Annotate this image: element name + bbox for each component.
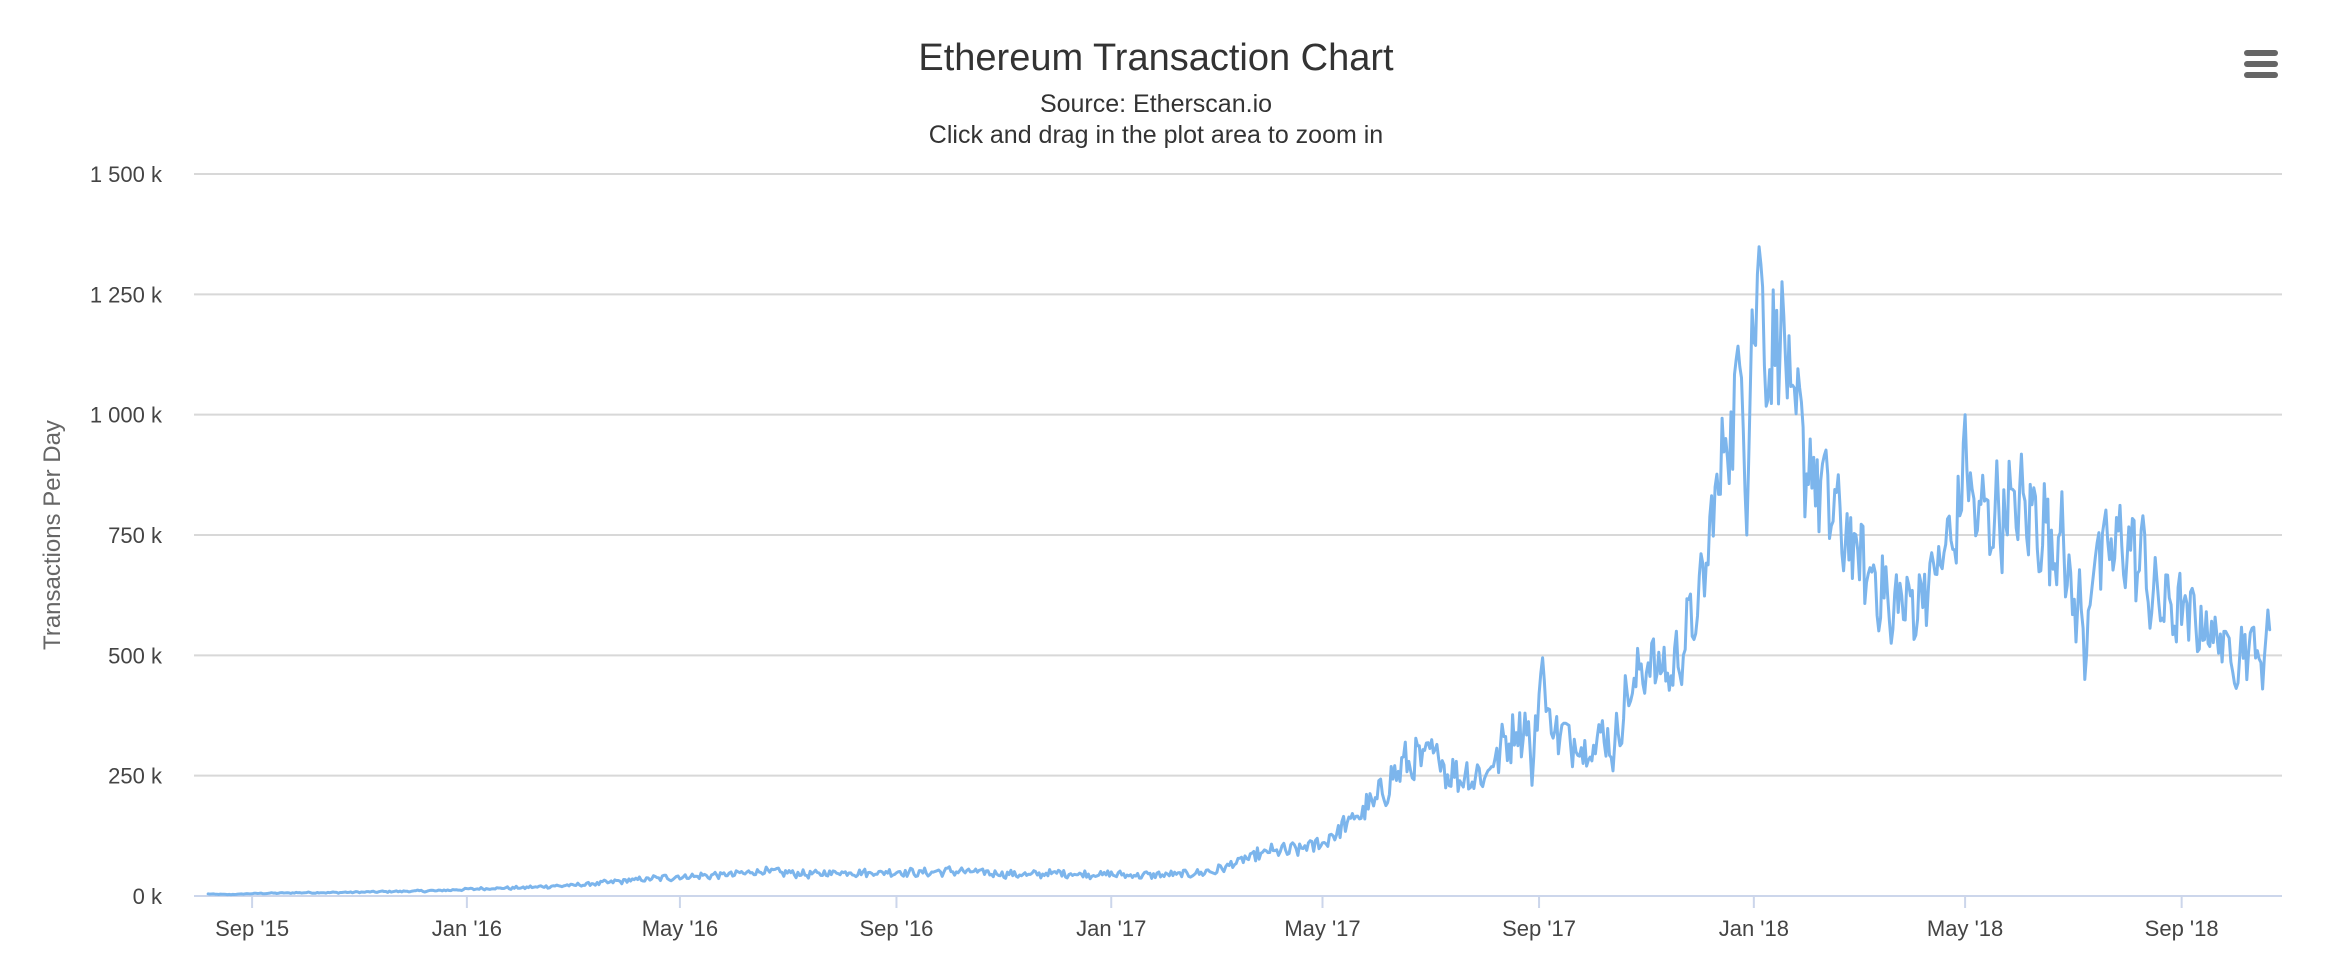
- series-line: [206, 245, 2272, 897]
- x-tick-label: Sep '17: [1502, 916, 1576, 941]
- y-axis-tick-labels: 0 k 250 k 500 k 750 k 1 000 k 1 250 k 1 500 k: [90, 162, 163, 909]
- x-tick-label: May '16: [642, 916, 718, 941]
- chart-title: Ethereum Transaction Chart: [918, 37, 1394, 79]
- y-tick-label: 1 250 k: [90, 282, 163, 307]
- grid-lines: [194, 173, 2282, 777]
- hamburger-line-middle: [2244, 61, 2278, 67]
- y-tick-label: 750 k: [108, 523, 163, 548]
- x-axis-ticks: Sep '15 Jan '16 May '16 Sep '16 Jan '17 May '…: [215, 896, 2219, 941]
- y-axis-title: Transactions Per Day: [39, 420, 66, 650]
- x-tick-label: Jan '18: [1719, 916, 1789, 941]
- y-tick-label: 1 500 k: [90, 162, 163, 187]
- x-tick-label: Jan '16: [432, 916, 502, 941]
- hamburger-line-bottom: [2244, 72, 2278, 78]
- hamburger-line-top: [2244, 50, 2278, 56]
- x-tick-label: May '17: [1284, 916, 1360, 941]
- x-tick-label: Sep '18: [2145, 916, 2219, 941]
- y-tick-label: 1 000 k: [90, 403, 163, 428]
- hamburger-icon: [2244, 50, 2278, 78]
- y-tick-label: 0 k: [133, 884, 163, 909]
- y-tick-label: 250 k: [108, 764, 163, 789]
- x-tick-label: Jan '17: [1076, 916, 1146, 941]
- zoom-hint: Click and drag in the plot area to zoom …: [929, 121, 1383, 149]
- x-tick-label: May '18: [1927, 916, 2003, 941]
- x-tick-label: Sep '15: [215, 916, 289, 941]
- series-layer: [206, 245, 2272, 897]
- x-tick-label: Sep '16: [859, 916, 933, 941]
- y-tick-label: 500 k: [108, 643, 163, 668]
- chart-subtitle: Source: Etherscan.io: [1040, 90, 1272, 118]
- chart-menu-button[interactable]: [2238, 42, 2284, 84]
